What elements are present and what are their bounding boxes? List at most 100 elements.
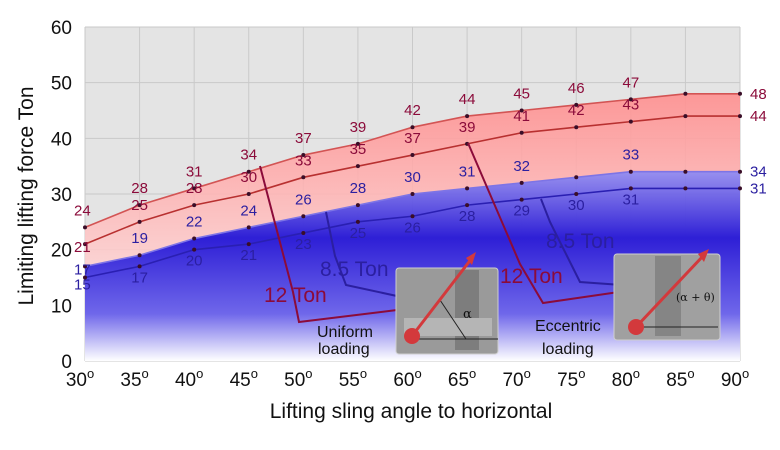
data-label-1-1: 25 <box>131 197 148 214</box>
x-tick-30: 30o <box>66 366 94 391</box>
point-2-8 <box>519 180 524 185</box>
uniform-loading-diagram: α <box>395 252 499 355</box>
data-label-1-4: 33 <box>295 152 312 169</box>
data-label-0-1: 28 <box>131 180 148 197</box>
data-label-2-0: 17 <box>74 261 91 278</box>
y-tick-60: 60 <box>51 18 72 39</box>
annotation-12ton-uniform: 12 Ton <box>264 284 327 307</box>
point-0-6 <box>410 125 415 130</box>
x-tick-80: 80o <box>612 366 640 391</box>
data-label-3-9: 30 <box>568 197 585 214</box>
axes: 0 10 20 30 40 50 60 30o 35o 40o 45o 50o 55o 60o 65o 70o… <box>51 18 749 391</box>
data-label-3-1: 17 <box>131 269 148 286</box>
point-0-10 <box>628 97 633 102</box>
x-tick-70: 70o <box>502 366 530 391</box>
data-label-0-9: 46 <box>568 80 585 97</box>
series-lines <box>83 91 742 280</box>
data-label-0-0: 24 <box>74 202 91 219</box>
point-0-0 <box>83 225 87 230</box>
point-1-8 <box>519 130 524 135</box>
data-label-3-2: 20 <box>186 253 203 270</box>
point-2-1 <box>137 253 142 258</box>
point-3-8 <box>519 197 524 202</box>
point-1-3 <box>246 192 251 196</box>
point-2-11 <box>683 169 688 174</box>
data-label-0-10: 47 <box>622 74 639 91</box>
point-1-6 <box>410 153 415 158</box>
alpha-theta-symbol: (α + θ) <box>676 291 715 304</box>
point-2-10 <box>628 169 633 174</box>
data-label-3-6: 26 <box>404 219 421 236</box>
point-0-5 <box>355 141 360 146</box>
point-2-2 <box>192 236 197 241</box>
data-label-3-12: 31 <box>750 180 767 197</box>
point-1-11 <box>683 114 688 119</box>
point-0-2 <box>192 186 197 191</box>
data-label-2-8: 32 <box>513 158 530 175</box>
data-label-1-10: 43 <box>622 97 639 114</box>
point-1-2 <box>192 203 197 208</box>
x-tick-50: 50o <box>284 366 312 391</box>
point-2-6 <box>410 192 415 196</box>
point-2-7 <box>465 186 470 191</box>
x-tick-40: 40o <box>175 366 203 391</box>
point-2-4 <box>301 214 306 219</box>
x-tick-90: 90o <box>721 366 749 391</box>
area-85ton <box>85 171 740 361</box>
annotation-12ton-eccentric: 12 Ton <box>500 265 563 288</box>
annotation-85ton-uniform: 8.5 Ton <box>320 258 389 281</box>
x-tick-45: 45o <box>230 366 258 391</box>
data-label-3-3: 21 <box>240 247 257 264</box>
data-label-3-10: 31 <box>622 191 639 208</box>
data-label-3-7: 28 <box>459 208 476 225</box>
point-3-0 <box>83 275 87 280</box>
data-label-0-4: 37 <box>295 130 312 147</box>
caption-eccentric-line1: Eccentric <box>535 318 601 335</box>
area-12ton <box>85 93 740 267</box>
point-2-9 <box>574 175 579 180</box>
point-2-0 <box>83 264 87 269</box>
point-3-4 <box>301 230 306 235</box>
point-3-10 <box>628 186 633 191</box>
data-label-1-2: 28 <box>186 180 203 197</box>
point-1-0 <box>83 242 87 247</box>
y-tick-50: 50 <box>51 74 72 95</box>
point-0-11 <box>683 91 688 96</box>
data-label-2-10: 33 <box>622 147 639 164</box>
point-1-4 <box>301 175 306 180</box>
point-0-9 <box>574 102 579 107</box>
data-label-2-1: 19 <box>131 230 148 247</box>
point-1-10 <box>628 119 633 124</box>
data-label-1-12: 44 <box>750 108 767 125</box>
point-1-9 <box>574 125 579 130</box>
point-2-12 <box>738 169 742 174</box>
point-3-3 <box>246 242 251 247</box>
point-0-1 <box>137 203 142 208</box>
leader-85ton-uniform <box>325 211 435 305</box>
data-label-1-6: 37 <box>404 130 421 147</box>
point-3-9 <box>574 192 579 196</box>
data-label-2-2: 22 <box>186 214 203 231</box>
area-fills <box>85 93 740 361</box>
caption-eccentric-line2: loading <box>542 341 594 358</box>
leader-12ton-eccentric <box>467 142 661 305</box>
point-1-5 <box>355 164 360 169</box>
data-label-1-3: 30 <box>240 169 257 186</box>
x-tick-55: 55o <box>339 366 367 391</box>
x-tick-85: 85o <box>666 366 694 391</box>
data-label-1-9: 42 <box>568 102 585 119</box>
point-2-3 <box>246 225 251 230</box>
data-label-2-5: 28 <box>350 180 367 197</box>
data-label-0-8: 45 <box>513 86 530 103</box>
data-label-3-5: 25 <box>350 225 367 242</box>
data-label-3-4: 23 <box>295 236 312 253</box>
point-0-3 <box>246 169 251 174</box>
x-tick-65: 65o <box>448 366 476 391</box>
point-0-7 <box>465 114 470 119</box>
caption-uniform-line2: loading <box>318 341 370 358</box>
point-3-2 <box>192 247 197 252</box>
data-label-2-4: 26 <box>295 191 312 208</box>
point-2-5 <box>355 203 360 208</box>
